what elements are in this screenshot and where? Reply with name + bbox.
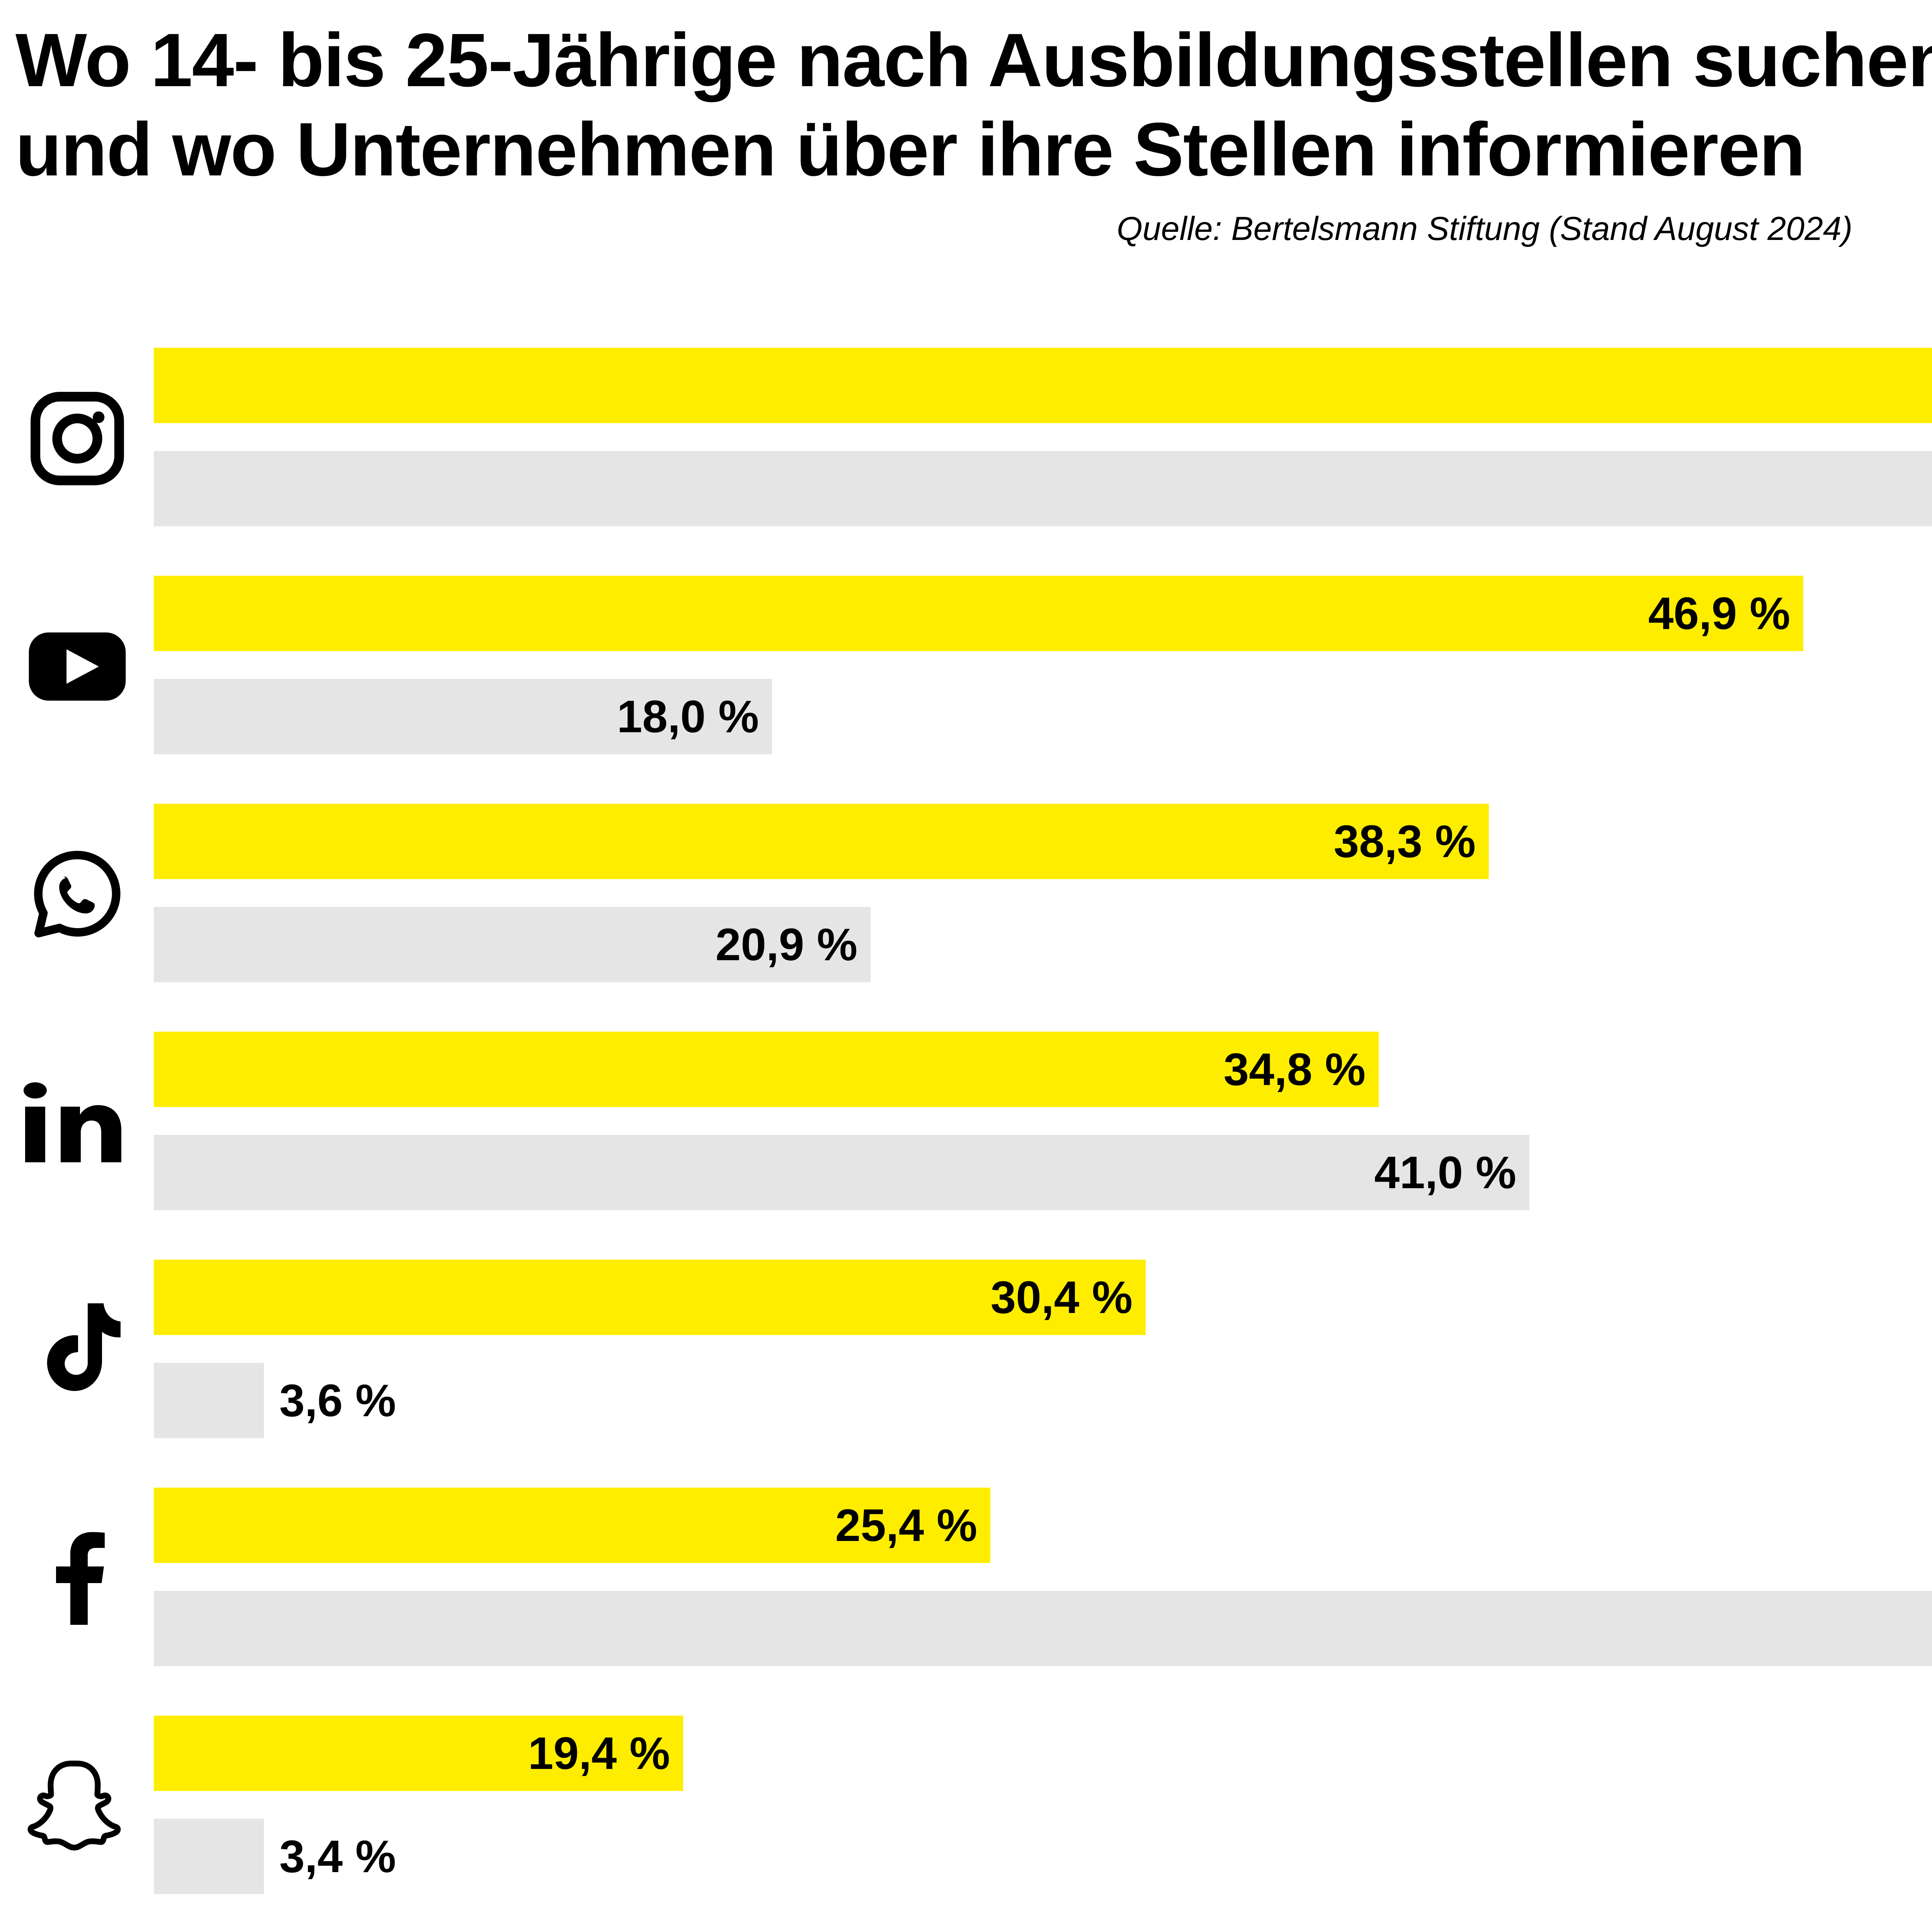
- instagram-icon: [15, 348, 139, 529]
- facebook-icon: [15, 1488, 139, 1669]
- bar-row-young: 57,9 %: [154, 348, 1932, 423]
- bar-group-snapchat: 19,4 % 3,4 %: [0, 1716, 1932, 1932]
- bar-group-facebook: 25,4 % 71,3 %: [0, 1488, 1932, 1716]
- bar-row-young: 19,4 %: [154, 1716, 1932, 1791]
- bar-group-tiktok: 30,4 % 3,6 %: [0, 1260, 1932, 1488]
- youtube-icon: [15, 576, 139, 757]
- linkedin-icon: [15, 1032, 139, 1213]
- bar-group-whatsapp: 38,3 % 20,9 %: [0, 804, 1932, 1032]
- bar-value-companies-linkedin: 41,0 %: [1374, 1147, 1516, 1198]
- bar-row-companies: 3,6 %: [154, 1363, 1932, 1438]
- bar-value-companies-tiktok: 3,6 %: [279, 1375, 396, 1426]
- bar-row-young: 25,4 %: [154, 1488, 1932, 1563]
- bar-value-companies-youtube: 18,0 %: [617, 691, 759, 742]
- bar-row-companies: 71,3 %: [154, 1591, 1932, 1666]
- bar-value-young-facebook: 25,4 %: [835, 1500, 977, 1551]
- bar-young-tiktok: 30,4 %: [154, 1260, 1146, 1335]
- bars-whatsapp: 38,3 % 20,9 %: [154, 804, 1932, 985]
- title-line-1: Wo 14- bis 25-Jährige nach Ausbildungsst…: [15, 18, 1932, 102]
- bar-young-snapchat: 19,4 %: [154, 1716, 683, 1791]
- bars-tiktok: 30,4 % 3,6 %: [154, 1260, 1932, 1441]
- bar-young-linkedin: 34,8 %: [154, 1032, 1379, 1107]
- bar-row-young: 46,9 %: [154, 576, 1932, 651]
- source-note: Quelle: Bertelsmann Stiftung (Stand Augu…: [1117, 210, 1853, 247]
- bar-group-linkedin: 34,8 % 41,0 %: [0, 1032, 1932, 1260]
- bars-facebook: 25,4 % 71,3 %: [154, 1488, 1932, 1669]
- bar-value-young-youtube: 46,9 %: [1648, 588, 1790, 639]
- bars-linkedin: 34,8 % 41,0 %: [154, 1032, 1932, 1213]
- bar-young-whatsapp: 38,3 %: [154, 804, 1489, 879]
- tiktok-icon: [15, 1260, 139, 1441]
- bars-snapchat: 19,4 % 3,4 %: [154, 1716, 1932, 1897]
- bar-value-companies-snapchat: 3,4 %: [279, 1831, 396, 1882]
- title-line-2: und wo Unternehmen über ihre Stellen inf…: [15, 107, 1805, 192]
- bar-value-young-linkedin: 34,8 %: [1223, 1044, 1366, 1095]
- bar-row-companies: 75,6 %: [154, 451, 1932, 526]
- bar-companies-linkedin: 41,0 %: [154, 1135, 1529, 1210]
- bar-value-young-tiktok: 30,4 %: [990, 1272, 1133, 1323]
- whatsapp-icon: [15, 804, 139, 985]
- bar-row-companies: 20,9 %: [154, 907, 1932, 982]
- bar-group-youtube: 46,9 % 18,0 %: [0, 576, 1932, 804]
- bar-companies-instagram: 75,6 %: [154, 451, 1932, 526]
- bar-value-companies-whatsapp: 20,9 %: [715, 919, 857, 970]
- bar-row-young: 30,4 %: [154, 1260, 1932, 1335]
- bar-row-companies: 18,0 %: [154, 679, 1932, 754]
- header: Wo 14- bis 25-Jährige nach Ausbildungsst…: [15, 15, 1932, 248]
- bars-instagram: 57,9 % 75,6 %: [154, 348, 1932, 529]
- bar-young-facebook: 25,4 %: [154, 1488, 990, 1563]
- bar-companies-youtube: 18,0 %: [154, 679, 772, 754]
- bar-companies-snapchat: 3,4 %: [154, 1819, 396, 1894]
- bar-row-young: 34,8 %: [154, 1032, 1932, 1107]
- bar-row-companies: 3,4 %: [154, 1819, 1932, 1894]
- bar-group-instagram: 57,9 % 75,6 %: [0, 348, 1932, 576]
- bars-youtube: 46,9 % 18,0 %: [154, 576, 1932, 757]
- bar-value-young-snapchat: 19,4 %: [528, 1728, 670, 1779]
- bar-chart: 57,9 % 75,6 %: [0, 348, 1932, 1932]
- bar-row-young: 38,3 %: [154, 804, 1932, 879]
- snapchat-icon: [15, 1716, 139, 1897]
- bar-companies-whatsapp: 20,9 %: [154, 907, 871, 982]
- bar-companies-facebook: 71,3 %: [154, 1591, 1932, 1666]
- bar-companies-tiktok: 3,6 %: [154, 1363, 396, 1438]
- page-title: Wo 14- bis 25-Jährige nach Ausbildungsst…: [15, 15, 1932, 194]
- bar-young-youtube: 46,9 %: [154, 576, 1803, 651]
- bar-young-instagram: 57,9 %: [154, 348, 1932, 423]
- bar-value-young-whatsapp: 38,3 %: [1333, 816, 1476, 867]
- bar-row-companies: 41,0 %: [154, 1135, 1932, 1210]
